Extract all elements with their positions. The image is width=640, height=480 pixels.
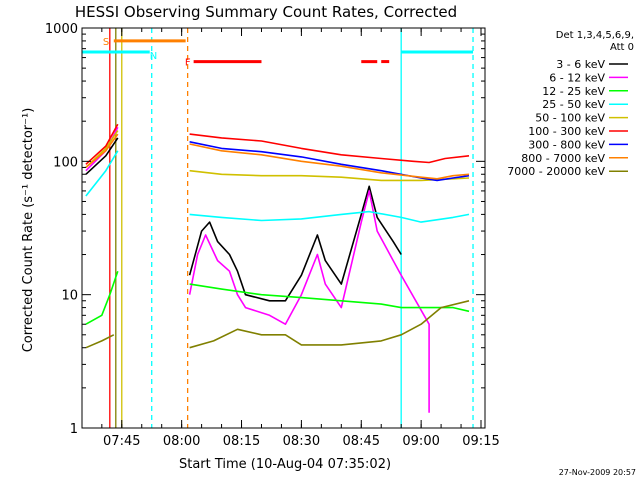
timestamp-footer: 27-Nov-2009 20:57 [559, 468, 636, 477]
legend-label-1: 6 - 12 keV [549, 71, 605, 84]
flag-label-1: N [150, 51, 157, 62]
series-line-7-0 [85, 133, 119, 169]
axes: 1 10 100 1000 07:45 08:00 08:15 08:30 08:45 09:00… [45, 22, 500, 449]
x-tick-label: 09:00 [402, 434, 439, 449]
legend-label-8: 7000 - 20000 keV [507, 165, 605, 178]
y-tick-label: 1 [70, 422, 78, 437]
series-line-6-0 [189, 141, 470, 182]
y-axis-label: Corrected Count Rate (s⁻¹ detector⁻¹) [21, 108, 36, 353]
series-line-7-1 [189, 143, 470, 180]
legend-header: Att 0 [610, 42, 634, 53]
series-line-8-1 [189, 300, 470, 349]
series-line-0-0 [85, 137, 119, 175]
series-line-5-1 [189, 133, 470, 164]
flag-label-3: F [185, 58, 191, 69]
legend-label-4: 50 - 100 keV [535, 112, 605, 125]
legend-label-0: 3 - 6 keV [556, 58, 605, 71]
series-line-3-1 [189, 210, 470, 223]
series-line-8-0 [85, 334, 115, 349]
y-tick-label: 100 [53, 155, 78, 170]
series-marks [85, 123, 470, 413]
legend-label-7: 800 - 7000 keV [521, 152, 605, 165]
series-line-1-1 [188, 190, 430, 413]
legend-header: Det 1,3,4,5,6,9, [556, 30, 634, 41]
x-tick-label: 08:00 [163, 434, 200, 449]
legend-label-5: 100 - 300 keV [528, 125, 605, 138]
x-tick-label: 08:45 [343, 434, 380, 449]
legend-label-6: 300 - 800 keV [528, 138, 605, 151]
legend-label-2: 12 - 25 keV [542, 85, 605, 98]
x-tick-label: 08:30 [283, 434, 320, 449]
x-tick-label: 09:15 [462, 434, 499, 449]
series-line-5-0 [85, 123, 119, 165]
chart-title: HESSI Observing Summary Count Rates, Cor… [75, 3, 457, 21]
flag-label-0: S [103, 37, 109, 48]
series-line-2-1 [189, 283, 470, 313]
plot-area [109, 28, 474, 428]
flag-bars: S N F [82, 37, 474, 69]
x-tick-label: 08:15 [223, 434, 260, 449]
y-tick-label: 10 [61, 289, 78, 304]
plot-frame [81, 27, 486, 429]
x-axis-label: Start Time (10-Aug-04 07:35:02) [179, 457, 391, 472]
legend-label-3: 25 - 50 keV [542, 98, 605, 111]
y-tick-label: 1000 [45, 22, 78, 37]
series-line-2-0 [85, 270, 119, 325]
series-line-0-1 [188, 185, 402, 302]
series-line-3-0 [85, 150, 119, 197]
x-tick-label: 07:45 [103, 434, 140, 449]
